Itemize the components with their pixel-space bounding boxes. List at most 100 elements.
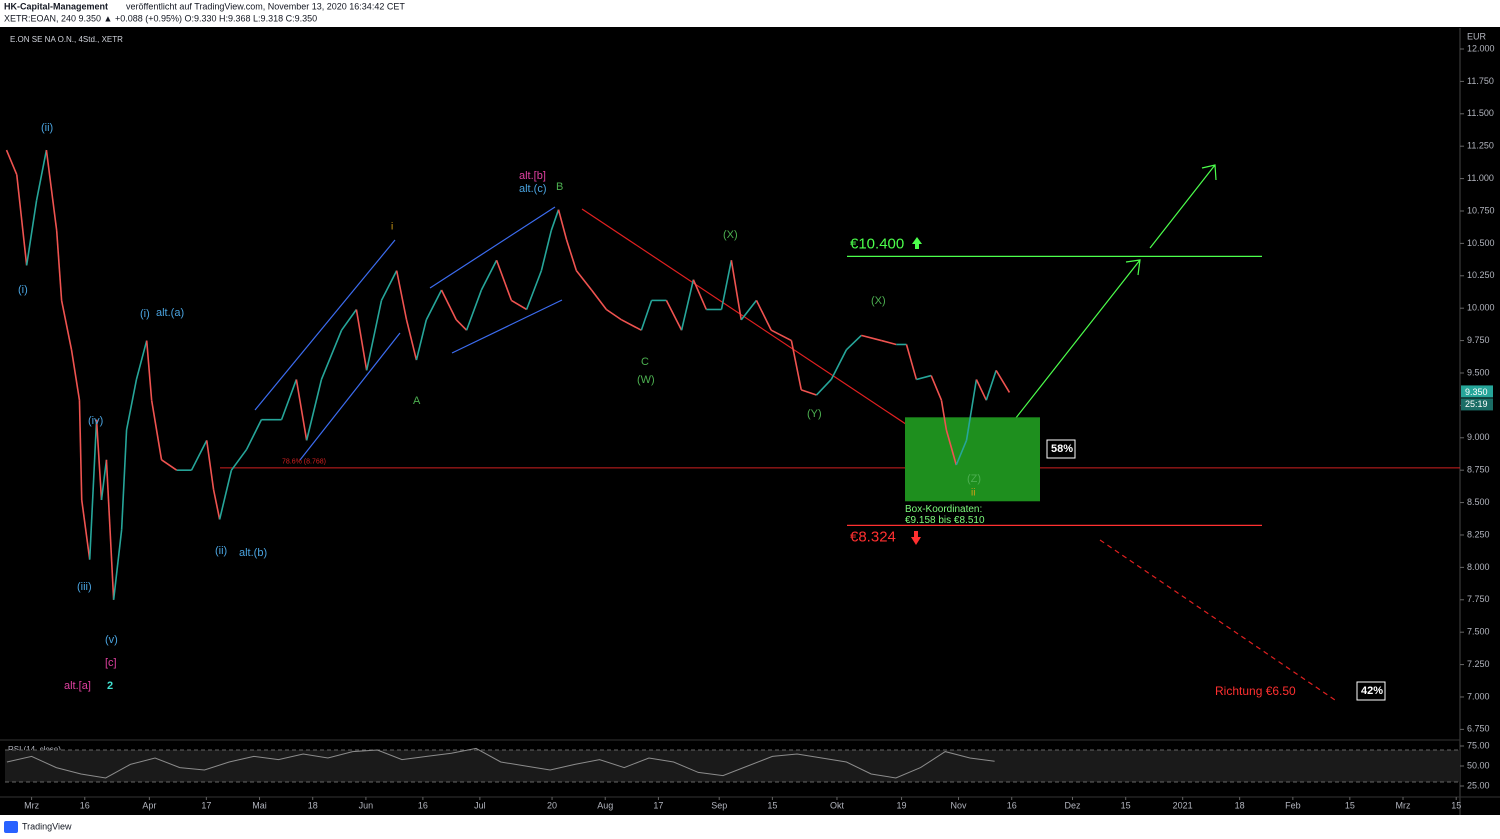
price-segment: [590, 289, 608, 310]
price-segment: [945, 429, 958, 466]
y-tick-label: 7.250: [1467, 659, 1490, 669]
price-segment: [790, 340, 803, 390]
price-segment: [35, 149, 48, 201]
price-segment: [60, 300, 73, 350]
price-segment: [680, 279, 695, 331]
x-tick-label: 15: [1121, 800, 1131, 810]
price-segment: [78, 400, 83, 501]
price-segment: [770, 329, 792, 342]
logo: [4, 821, 18, 833]
y-tick-label: 7.750: [1467, 594, 1490, 604]
fib-label: 78.6% (8.768): [282, 459, 326, 466]
x-tick-label: Mrz: [24, 800, 39, 810]
wave-label: i: [391, 222, 393, 233]
y-tick-label: 6.750: [1467, 724, 1490, 734]
wave-label: (Y): [807, 408, 822, 420]
price-segment: [720, 260, 733, 310]
wave-label: (v): [105, 634, 118, 646]
channel-line: [254, 239, 396, 411]
x-tick-label: 17: [201, 800, 211, 810]
y-tick-label: 8.000: [1467, 562, 1490, 572]
price-segment: [640, 300, 653, 331]
wave-label: (W): [637, 374, 655, 386]
price-segment: [801, 389, 817, 396]
box-title: Box-Koordinaten:: [905, 504, 982, 515]
price-segment: [881, 339, 897, 346]
price-segment: [540, 230, 553, 271]
price-segment: [940, 400, 948, 431]
countdown-tag: [1461, 398, 1493, 411]
y-tick-label: 9.750: [1467, 335, 1490, 345]
price-segment: [45, 149, 58, 231]
price-segment: [415, 319, 428, 361]
price-segment: [510, 299, 528, 311]
price-segment: [145, 340, 153, 401]
wave-label: C: [641, 356, 649, 368]
price-segment: [692, 279, 708, 310]
price-segment: [212, 489, 221, 520]
price-segment: [425, 289, 443, 321]
target-box: [905, 417, 1040, 502]
wave-label: alt.[b]: [519, 170, 546, 182]
up-icon: [912, 237, 922, 244]
price-segment: [365, 300, 383, 371]
y-tick-label: 10.500: [1467, 238, 1495, 248]
price-segment: [112, 529, 123, 600]
scenario-arrow: [1149, 164, 1216, 249]
y-tick-label: 12.000: [1467, 43, 1495, 53]
wave-label: (iii): [77, 581, 92, 593]
price-segment: [25, 200, 38, 266]
price-segment: [985, 370, 997, 401]
price-segment: [665, 300, 683, 331]
wave-label: (i): [140, 308, 150, 320]
price-segment: [815, 378, 832, 396]
x-tick-label: 18: [308, 800, 318, 810]
price-segment: [5, 149, 18, 176]
wave-label: (X): [871, 295, 886, 307]
price-segment: [230, 448, 248, 471]
x-tick-label: 20: [547, 800, 557, 810]
y-tick-label: 8.500: [1467, 497, 1490, 507]
price-segment: [621, 319, 642, 331]
countdown: 25:19: [1465, 399, 1488, 409]
probability: 58%: [1051, 443, 1073, 455]
arrow-head: [1201, 164, 1217, 181]
x-tick-label: 15: [1451, 800, 1461, 810]
wave-label: alt.(c): [519, 183, 547, 195]
price-segment: [455, 319, 468, 331]
price-segment: [15, 174, 28, 266]
x-tick-label: 16: [418, 800, 428, 810]
price-segment: [105, 459, 115, 600]
y-tick-label: 11.000: [1467, 173, 1494, 183]
price-segment: [730, 260, 743, 320]
price-segment: [740, 299, 758, 321]
quote: XETR:EOAN, 240 9.350 ▲ +0.088 (+0.95%) O…: [4, 13, 317, 23]
price-segment: [905, 344, 918, 380]
wave-label: alt.(a): [156, 307, 184, 319]
price-segment: [380, 270, 398, 301]
price-segment: [88, 419, 98, 560]
price-segment: [916, 374, 932, 381]
level-label: €8.324: [850, 528, 896, 545]
x-tick-label: Sep: [711, 800, 727, 810]
footer-bar: [0, 815, 1500, 839]
price-segment: [161, 459, 178, 471]
channel-line: [451, 299, 563, 354]
price-segment: [550, 209, 560, 231]
price-segment: [480, 259, 498, 291]
x-tick-label: Jul: [474, 800, 486, 810]
last-price-tag: [1461, 385, 1493, 398]
wave-label: (ii): [215, 545, 227, 557]
price-segment: [120, 429, 128, 530]
price-segment: [245, 419, 263, 450]
x-tick-label: Nov: [951, 800, 968, 810]
x-tick-label: Aug: [597, 800, 613, 810]
channel-line: [299, 332, 401, 461]
price-segment: [575, 270, 593, 291]
price-segment: [830, 349, 848, 380]
header-bar: [0, 0, 1500, 27]
price-segment: [495, 259, 513, 301]
wave-label: 2: [107, 680, 113, 692]
x-tick-label: 16: [1007, 800, 1017, 810]
y-tick-label: 7.500: [1467, 627, 1490, 637]
